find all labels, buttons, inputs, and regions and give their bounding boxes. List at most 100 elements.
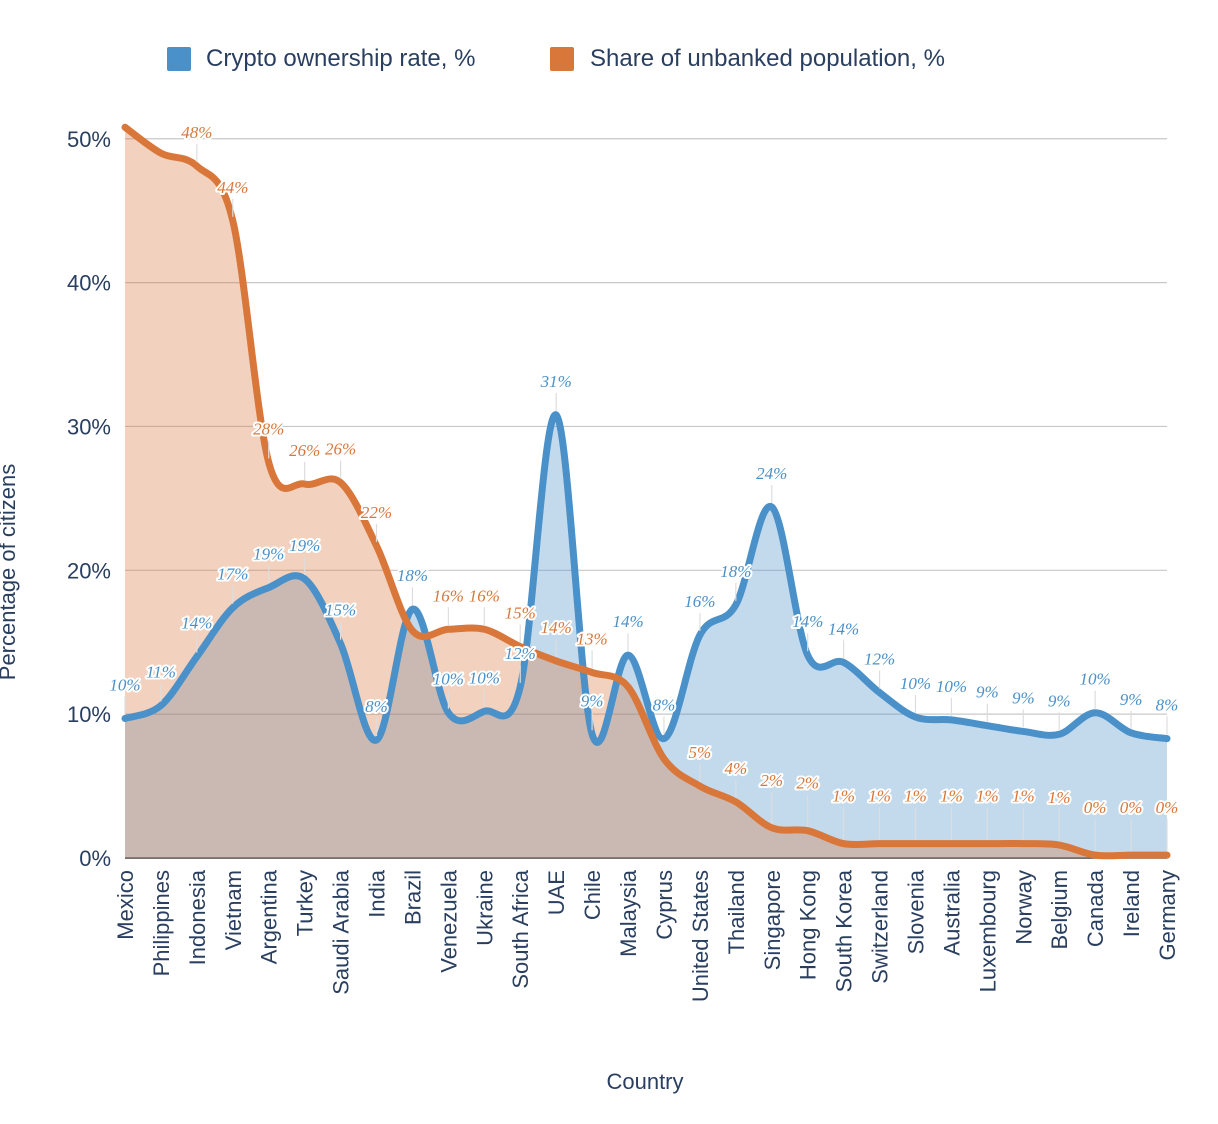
line-unbanked[interactable]: [121, 123, 1171, 860]
x-tick-label: India: [365, 869, 390, 917]
data-label-unbanked: 1%: [1012, 787, 1035, 806]
data-label-unbanked: 1%: [868, 787, 891, 806]
data-labels: 10% 11% 14% 17% 19% 19% 15% 8% 18% 10% 10% 12% 31% 9%…: [107, 121, 1180, 819]
x-tick-label: Mexico: [113, 870, 138, 940]
label-connectors: [124, 144, 1168, 852]
x-tick-label: Hong Kong: [796, 870, 821, 980]
data-label-unbanked: 0%: [1084, 798, 1107, 817]
x-tick-label: Saudi Arabia: [329, 869, 354, 995]
data-label-unbanked: 26%: [289, 441, 320, 460]
y-axis-title: Percentage of citizens: [0, 464, 20, 680]
y-tick-label: 40%: [67, 271, 111, 296]
data-label-crypto: 14%: [828, 619, 859, 638]
gridlines: [125, 138, 1167, 859]
legend-label-crypto[interactable]: Crypto ownership rate, %: [206, 45, 475, 72]
y-tick-label: 0%: [79, 846, 111, 871]
x-tick-label: Venezuela: [436, 869, 461, 973]
line-crypto[interactable]: [121, 411, 1171, 746]
x-tick-label: United States: [688, 870, 713, 1002]
x-tick-label: Ukraine: [472, 870, 497, 946]
series-lines: [121, 123, 1171, 860]
data-label-crypto: 18%: [397, 566, 428, 585]
data-label-crypto: 14%: [612, 612, 643, 631]
x-tick-label: Philippines: [149, 870, 174, 976]
x-tick-label: Thailand: [724, 870, 749, 954]
x-tick-label: Brazil: [400, 870, 425, 925]
data-label-crypto: 10%: [936, 677, 967, 696]
data-label-unbanked: 5%: [689, 743, 712, 762]
data-label-crypto: 14%: [792, 612, 823, 631]
area-crypto: [125, 414, 1167, 858]
data-label-crypto: 10%: [469, 668, 500, 687]
data-label-crypto: 16%: [684, 592, 715, 611]
x-tick-label: Vietnam: [221, 870, 246, 950]
x-tick-label: Australia: [939, 869, 964, 955]
data-label-unbanked: 16%: [433, 586, 464, 605]
data-label-crypto: 31%: [540, 372, 572, 391]
data-label-crypto: 9%: [976, 683, 999, 702]
x-tick-label: Chile: [580, 870, 605, 920]
x-tick-label: Malaysia: [616, 869, 641, 957]
x-tick-label: Germany: [1155, 870, 1180, 960]
x-tick-label: Slovenia: [903, 869, 928, 954]
data-label-unbanked: 1%: [1048, 788, 1071, 807]
data-label-unbanked: 1%: [976, 787, 999, 806]
legend-label-unbanked[interactable]: Share of unbanked population, %: [590, 45, 945, 72]
x-axis: Mexico Philippines Indonesia Vietnam Argenti…: [113, 869, 1180, 1002]
x-tick-label: UAE: [544, 870, 569, 915]
data-label-crypto: 12%: [505, 644, 536, 663]
x-tick-label: South Africa: [508, 869, 533, 988]
legend-swatch-crypto[interactable]: [167, 47, 191, 71]
area-unbanked: [125, 127, 1167, 858]
data-label-unbanked: 13%: [577, 629, 608, 648]
data-label-crypto: 15%: [325, 601, 356, 620]
x-tick-label: Belgium: [1047, 870, 1072, 949]
x-tick-label: Switzerland: [868, 870, 893, 984]
data-label-crypto: 9%: [581, 691, 604, 710]
legend-swatch-unbanked[interactable]: [550, 47, 574, 71]
data-label-unbanked: 15%: [505, 604, 536, 623]
data-label-unbanked: 14%: [541, 618, 572, 637]
y-tick-label: 30%: [67, 414, 111, 439]
data-label-crypto: 8%: [365, 697, 388, 716]
data-label-crypto: 19%: [289, 536, 320, 555]
data-label-unbanked: 1%: [940, 787, 963, 806]
data-label-crypto: 10%: [109, 675, 140, 694]
data-label-unbanked: 2%: [796, 774, 819, 793]
y-tick-label: 10%: [67, 702, 111, 727]
data-label-crypto: 8%: [653, 696, 676, 715]
data-label-unbanked: 44%: [217, 178, 248, 197]
data-label-crypto: 18%: [720, 562, 751, 581]
data-label-crypto: 10%: [900, 674, 931, 693]
x-tick-label: Ireland: [1119, 870, 1144, 937]
data-label-crypto: 10%: [433, 670, 464, 689]
x-tick-label: Canada: [1083, 869, 1108, 947]
data-label-unbanked: 16%: [469, 586, 500, 605]
data-label-unbanked: 1%: [904, 787, 927, 806]
x-tick-label: South Korea: [832, 869, 857, 992]
data-label-crypto: 10%: [1080, 670, 1111, 689]
data-label-crypto: 19%: [253, 545, 284, 564]
x-tick-label: Turkey: [293, 870, 318, 936]
data-label-crypto: 14%: [181, 614, 212, 633]
x-axis-title: Country: [606, 1069, 683, 1094]
data-label-crypto: 9%: [1120, 690, 1143, 709]
x-tick-label: Argentina: [257, 869, 282, 964]
x-tick-label: Singapore: [760, 870, 785, 970]
data-label-crypto: 11%: [146, 663, 176, 682]
data-label-unbanked: 0%: [1156, 798, 1179, 817]
data-label-unbanked: 48%: [181, 123, 212, 142]
data-label-crypto: 17%: [217, 565, 248, 584]
data-label-unbanked: 1%: [832, 787, 855, 806]
y-tick-label: 50%: [67, 127, 111, 152]
data-label-crypto: 8%: [1156, 696, 1179, 715]
data-label-crypto: 9%: [1048, 691, 1071, 710]
x-tick-label: Luxembourg: [975, 870, 1000, 992]
data-label-unbanked: 2%: [760, 771, 783, 790]
series-areas: [125, 127, 1167, 858]
x-tick-label: Norway: [1011, 870, 1036, 945]
data-label-crypto: 9%: [1012, 688, 1035, 707]
data-label-unbanked: 28%: [253, 419, 284, 438]
y-tick-label: 20%: [67, 558, 111, 583]
